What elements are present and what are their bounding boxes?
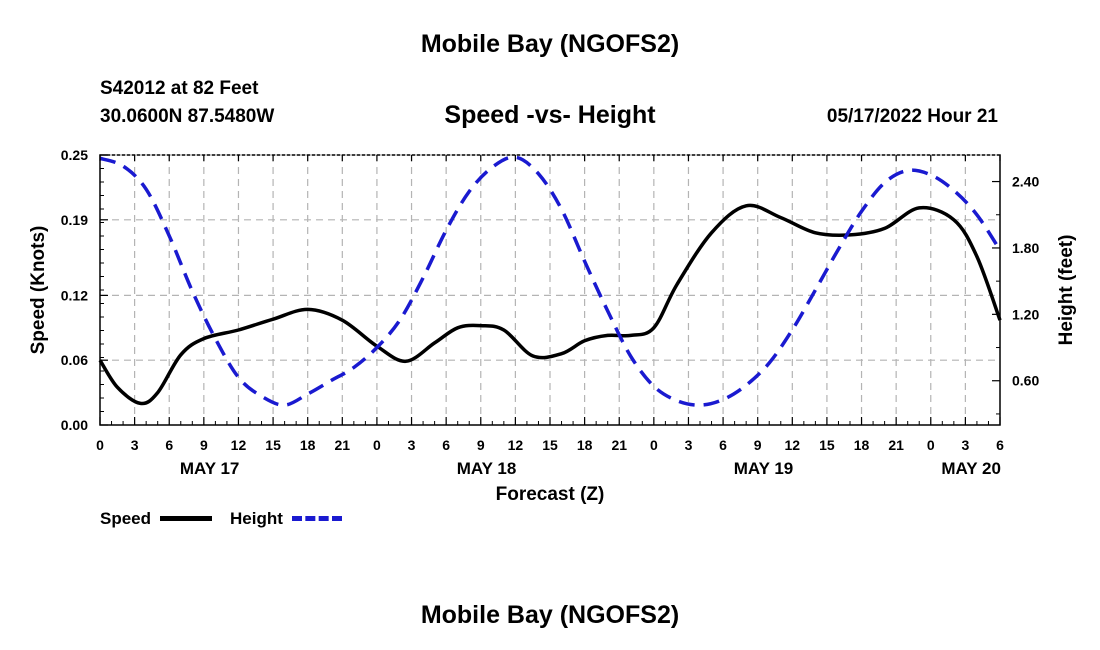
x-tick-label: 12 — [785, 437, 801, 453]
y2-tick-label: 0.60 — [1012, 373, 1039, 389]
y2-tick-label: 1.20 — [1012, 306, 1039, 322]
x-tick-label: 6 — [996, 437, 1004, 453]
x-tick-label: 3 — [685, 437, 693, 453]
grid — [100, 155, 1000, 425]
x-tick-label: 9 — [477, 437, 485, 453]
legend-speed-label: Speed — [100, 509, 152, 528]
x-tick-label: 6 — [165, 437, 173, 453]
x-tick-label: 15 — [819, 437, 835, 453]
x-tick-label: 3 — [408, 437, 416, 453]
x-tick-label: 15 — [542, 437, 558, 453]
chart-main-title: Mobile Bay (NGOFS2) — [420, 30, 680, 58]
x-tick-label: 18 — [300, 437, 316, 453]
station-label: S42012 at 82 Feet — [100, 78, 259, 99]
x-tick-label: 9 — [754, 437, 762, 453]
x-tick-label: 12 — [508, 437, 524, 453]
forecast-datetime: 05/17/2022 Hour 21 — [826, 106, 998, 127]
x-tick-label: 18 — [577, 437, 593, 453]
series-line-height — [99, 155, 1002, 407]
x-tick-label: 12 — [231, 437, 247, 453]
y-tick-label: 0.19 — [61, 212, 88, 228]
x-tick-label: 15 — [265, 437, 281, 453]
x-tick-label: 0 — [927, 437, 935, 453]
chart-subtitle: Speed -vs- Height — [444, 101, 656, 129]
x-tick-label: 6 — [719, 437, 727, 453]
day-label: MAY 18 — [457, 459, 517, 478]
series-line-speed — [98, 203, 1002, 406]
y-axis-title-left: Speed (Knots) — [28, 226, 49, 355]
day-label: MAY 20 — [941, 459, 1001, 478]
y-tick-label: 0.12 — [61, 287, 88, 303]
x-tick-label: 21 — [611, 437, 627, 453]
y-tick-label: 0.06 — [61, 352, 88, 368]
x-tick-label: 0 — [650, 437, 658, 453]
chart-bottom-title: Mobile Bay (NGOFS2) — [420, 601, 680, 629]
x-tick-label: 18 — [854, 437, 870, 453]
y2-tick-label: 1.80 — [1012, 240, 1039, 256]
x-axis-title: Forecast (Z) — [496, 484, 605, 505]
x-tick-label: 0 — [96, 437, 104, 453]
day-label: MAY 19 — [734, 459, 794, 478]
x-tick-label: 9 — [200, 437, 208, 453]
x-tick-label: 21 — [888, 437, 904, 453]
x-tick-label: 0 — [373, 437, 381, 453]
y-tick-label: 0.00 — [61, 417, 88, 433]
x-tick-label: 3 — [131, 437, 139, 453]
y2-tick-label: 2.40 — [1012, 174, 1039, 190]
coordinates-label: 30.0600N 87.5480W — [100, 106, 275, 127]
axes: 0 3 6 9 12 15 18 21 0 3 6 9 12 15 18 21 0 3 6 9 12 15 18 21 0 3 6M… — [28, 147, 1077, 505]
x-tick-label: 3 — [961, 437, 969, 453]
legend-height-swatch — [292, 516, 342, 521]
x-tick-label: 6 — [442, 437, 450, 453]
legend-speed-swatch — [160, 516, 212, 521]
x-tick-label: 21 — [335, 437, 351, 453]
series-layer — [98, 155, 1002, 407]
y-axis-title-right: Height (feet) — [1056, 235, 1077, 346]
day-label: MAY 17 — [180, 459, 240, 478]
y-tick-label: 0.25 — [61, 147, 88, 163]
legend-height-label: Height — [230, 509, 283, 528]
